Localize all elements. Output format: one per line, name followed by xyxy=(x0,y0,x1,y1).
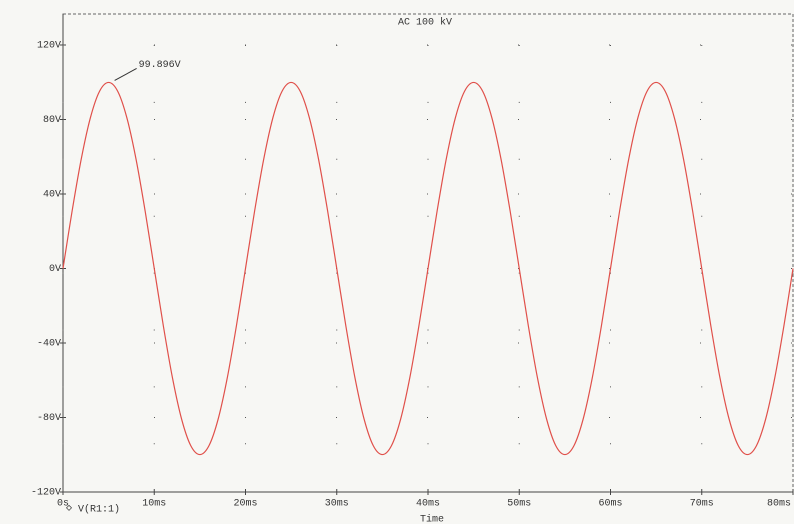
y-tick-label: 40V xyxy=(43,190,61,201)
x-tick-label: 30ms xyxy=(325,499,349,510)
legend-marker: ◇ xyxy=(66,504,72,515)
series-line xyxy=(62,81,794,456)
x-axis-label: Time xyxy=(420,514,444,524)
y-tick-label: -80V xyxy=(37,413,61,424)
plot-frame xyxy=(62,13,794,493)
annotation: 99.896V xyxy=(139,60,181,71)
x-tick-label: 40ms xyxy=(416,499,440,510)
y-tick-label: -120V xyxy=(31,488,61,499)
x-tick-label: 0s xyxy=(57,499,69,510)
x-tick-label: 20ms xyxy=(233,499,257,510)
x-tick-label: 50ms xyxy=(507,499,531,510)
x-tick-label: 70ms xyxy=(690,499,714,510)
x-tick-label: 80ms xyxy=(767,499,791,510)
y-tick-label: 80V xyxy=(43,115,61,126)
annotation-leader xyxy=(114,68,137,81)
y-tick-label: -40V xyxy=(37,339,61,350)
x-tick-label: 60ms xyxy=(598,499,622,510)
x-tick-label: 10ms xyxy=(142,499,166,510)
y-tick-label: 120V xyxy=(37,41,61,52)
y-tick-label: 0V xyxy=(49,264,61,275)
chart-title: AC 100 kV xyxy=(398,17,452,29)
legend-label: V(R1:1) xyxy=(78,504,120,516)
